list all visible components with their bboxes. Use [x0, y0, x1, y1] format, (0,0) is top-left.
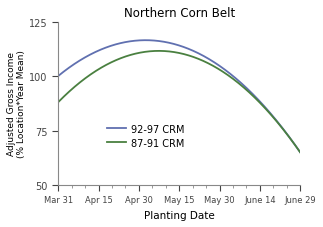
92-97 CRM: [255, 98, 259, 100]
92-97 CRM: [201, 55, 205, 58]
Y-axis label: Adjusted Gross Income
(% Location*Year Mean): Adjusted Gross Income (% Location*Year M…: [7, 50, 26, 158]
92-97 CRM: [172, 43, 176, 46]
92-97 CRM: [188, 49, 192, 52]
87-91 CRM: [201, 60, 205, 63]
Title: Northern Corn Belt: Northern Corn Belt: [124, 7, 235, 20]
87-91 CRM: [173, 52, 177, 54]
92-97 CRM: [143, 40, 147, 42]
87-91 CRM: [56, 101, 60, 104]
87-91 CRM: [157, 50, 161, 53]
87-91 CRM: [255, 99, 259, 102]
Line: 92-97 CRM: 92-97 CRM: [58, 41, 300, 153]
87-91 CRM: [188, 55, 192, 58]
87-91 CRM: [172, 51, 176, 54]
92-97 CRM: [293, 144, 297, 146]
87-91 CRM: [293, 144, 297, 147]
87-91 CRM: [298, 151, 302, 154]
Line: 87-91 CRM: 87-91 CRM: [58, 52, 300, 153]
92-97 CRM: [56, 75, 60, 78]
92-97 CRM: [173, 44, 177, 47]
X-axis label: Planting Date: Planting Date: [144, 210, 214, 220]
92-97 CRM: [298, 151, 302, 154]
Legend: 92-97 CRM, 87-91 CRM: 92-97 CRM, 87-91 CRM: [107, 124, 184, 148]
